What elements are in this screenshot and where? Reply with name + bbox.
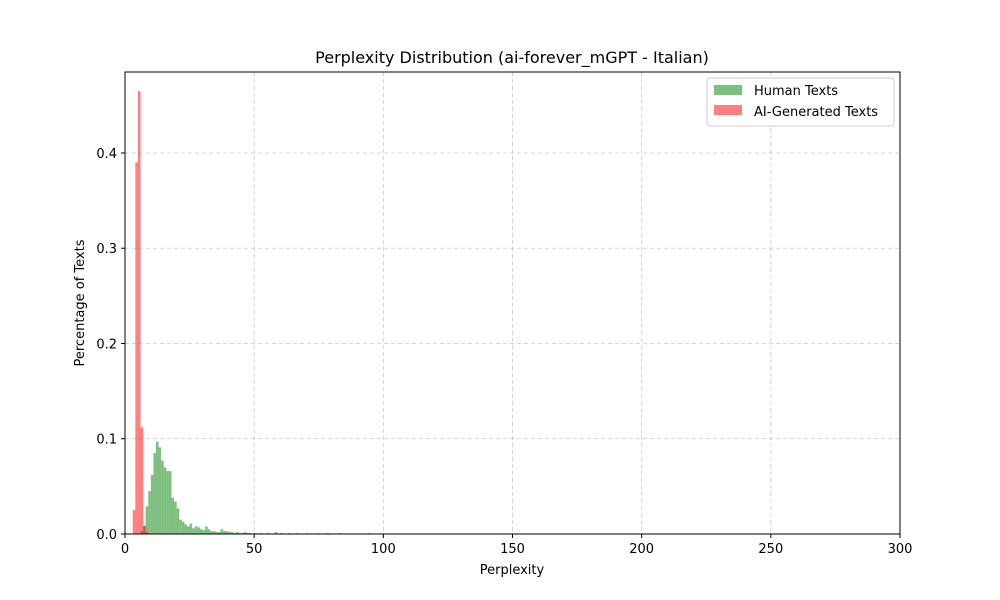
y-tick-label: 0.2 [96, 337, 117, 352]
histogram-bar [243, 532, 247, 534]
histogram-bar [168, 471, 172, 534]
ai-generated-texts-bars [132, 91, 149, 534]
histogram-bar [205, 526, 208, 534]
legend: Human Texts AI-Generated Texts [706, 77, 895, 127]
y-axis-ticks: 0.0 0.1 0.2 0.3 0.4 [96, 147, 125, 543]
histogram-bar [274, 532, 278, 534]
histogram-bar [176, 508, 180, 534]
histogram-bar [184, 524, 187, 534]
human-texts-bars [140, 441, 371, 534]
histogram-bar [137, 91, 141, 534]
legend-swatch-human-texts [714, 85, 742, 95]
histogram-bar [143, 526, 146, 534]
histogram-bar [212, 531, 216, 534]
histogram-bar [181, 521, 185, 534]
chart-title: Perplexity Distribution (ai-forever_mGPT… [315, 48, 709, 68]
histogram-bar [220, 529, 224, 534]
histogram-bar [156, 441, 159, 534]
histogram-bar [158, 447, 162, 534]
histogram-bar [223, 531, 226, 534]
x-tick-label: 250 [758, 542, 783, 557]
histogram-bar [210, 531, 213, 534]
histogram-bar [189, 523, 193, 534]
histogram-bar [197, 527, 200, 534]
histogram-bar [187, 526, 190, 534]
histogram-bar [225, 531, 229, 534]
histogram-bar [135, 162, 138, 534]
histogram-bar [148, 491, 151, 534]
legend-swatch-ai-generated-texts [714, 105, 742, 115]
histogram-bar [161, 460, 164, 534]
histogram-bar [179, 519, 182, 534]
histogram-bar [171, 497, 175, 534]
legend-label-human-texts: Human Texts [754, 84, 838, 99]
x-tick-label: 0 [121, 542, 129, 557]
y-tick-label: 0.3 [96, 242, 117, 257]
histogram-bar [132, 510, 136, 534]
x-tick-label: 300 [888, 542, 913, 557]
legend-label-ai-generated-texts: AI-Generated Texts [754, 105, 878, 120]
x-tick-label: 150 [500, 542, 525, 557]
histogram-bar [230, 532, 234, 534]
x-tick-label: 50 [246, 542, 263, 557]
histogram-bar [140, 427, 144, 534]
y-tick-label: 0.1 [96, 433, 117, 448]
histogram-bar [236, 532, 239, 534]
histogram-bar [163, 467, 167, 534]
x-tick-label: 100 [371, 542, 396, 557]
histogram-bar [228, 532, 231, 534]
histogram-bar [202, 530, 206, 534]
y-tick-label: 0.0 [96, 528, 117, 543]
histogram-bar [194, 526, 198, 534]
x-axis-ticks: 0 50 100 150 200 250 300 [121, 534, 913, 557]
histogram-bar [150, 474, 154, 534]
x-tick-label: 200 [629, 542, 654, 557]
histogram-bar [218, 532, 221, 534]
histogram-bar [199, 529, 203, 534]
legend-box [706, 77, 895, 127]
histogram-bar [166, 471, 169, 534]
histogram-bar [192, 528, 195, 534]
histogram-bar [145, 506, 149, 534]
histogram-bar [174, 501, 177, 534]
histogram-bar [145, 532, 149, 534]
histogram-bar [215, 532, 218, 534]
x-axis-label: Perplexity [480, 563, 545, 578]
y-axis-label: Percentage of Texts [73, 239, 88, 366]
histogram-bar [153, 453, 156, 534]
histogram-bar [207, 529, 211, 534]
y-tick-label: 0.4 [96, 147, 117, 162]
